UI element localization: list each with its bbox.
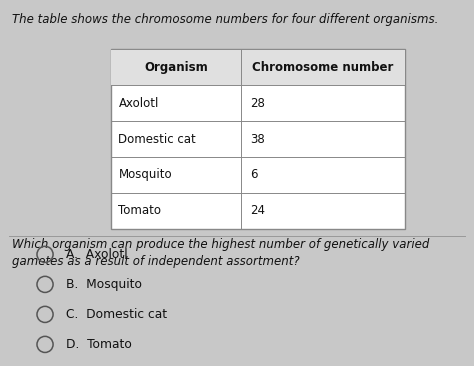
Text: Chromosome number: Chromosome number <box>252 61 394 74</box>
Text: Tomato: Tomato <box>118 204 162 217</box>
Text: 24: 24 <box>250 204 265 217</box>
Text: A.  Axolotl: A. Axolotl <box>66 248 128 261</box>
Text: B.  Mosquito: B. Mosquito <box>66 278 142 291</box>
Text: Axolotl: Axolotl <box>118 97 159 110</box>
Text: Mosquito: Mosquito <box>118 168 172 182</box>
Text: 28: 28 <box>250 97 265 110</box>
FancyBboxPatch shape <box>111 49 405 85</box>
Text: The table shows the chromosome numbers for four different organisms.: The table shows the chromosome numbers f… <box>12 13 438 26</box>
Text: D.  Tomato: D. Tomato <box>66 338 132 351</box>
Text: Which organism can produce the highest number of genetically varied
gametes as a: Which organism can produce the highest n… <box>12 238 429 268</box>
Text: Organism: Organism <box>144 61 208 74</box>
Text: C.  Domestic cat: C. Domestic cat <box>66 308 167 321</box>
FancyBboxPatch shape <box>111 49 405 229</box>
Text: Domestic cat: Domestic cat <box>118 132 196 146</box>
Text: 38: 38 <box>250 132 265 146</box>
Text: 6: 6 <box>250 168 258 182</box>
